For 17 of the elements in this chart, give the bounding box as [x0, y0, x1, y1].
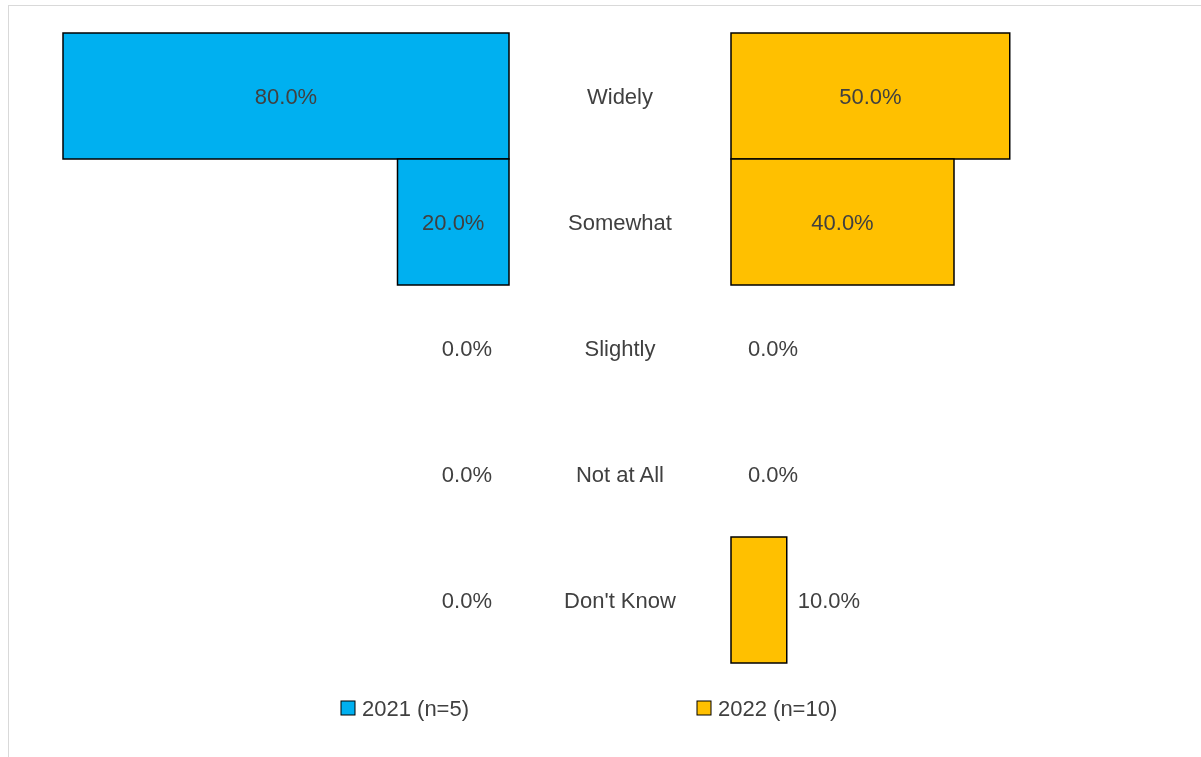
y-tick-label: Not at All [575, 461, 665, 487]
y-tick-label: Slightly [584, 335, 656, 361]
data-label: 50.0% [839, 83, 902, 109]
y-tick-label: Widely [586, 83, 654, 109]
data-label: 10.0% [797, 587, 861, 613]
data-label: 0.0% [441, 461, 492, 487]
data-label: 0.0% [748, 461, 799, 487]
data-label: 20.0% [422, 209, 485, 235]
y-tick-label: Don't Know [564, 587, 677, 613]
data-label: 0.0% [441, 335, 492, 361]
y-tick-label: Somewhat [568, 209, 672, 235]
data-label: 0.0% [748, 335, 799, 361]
data-label: 40.0% [811, 209, 874, 235]
data-label: 0.0% [441, 587, 492, 613]
legend-label: 2021 (n=5) [362, 695, 470, 721]
legend-label: 2022 (n=10) [718, 695, 838, 721]
data-label: 80.0% [254, 83, 318, 109]
